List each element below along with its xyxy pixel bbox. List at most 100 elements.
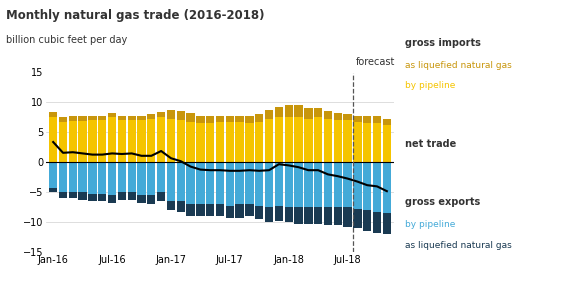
Bar bbox=[353, 162, 361, 209]
Bar bbox=[118, 162, 126, 192]
Bar bbox=[236, 204, 244, 218]
Bar bbox=[206, 124, 214, 162]
Bar bbox=[334, 120, 342, 162]
Bar bbox=[334, 113, 342, 120]
Bar bbox=[177, 111, 185, 120]
Bar bbox=[137, 116, 146, 120]
Bar bbox=[79, 121, 87, 162]
Bar bbox=[245, 116, 254, 124]
Bar bbox=[226, 206, 234, 218]
Bar bbox=[304, 162, 313, 207]
Bar bbox=[363, 124, 371, 162]
Bar bbox=[98, 116, 107, 120]
Bar bbox=[118, 120, 126, 162]
Bar bbox=[108, 162, 116, 195]
Bar bbox=[69, 116, 77, 121]
Bar bbox=[216, 204, 224, 216]
Bar bbox=[147, 114, 156, 119]
Bar bbox=[98, 120, 107, 162]
Bar bbox=[373, 124, 381, 162]
Bar bbox=[274, 206, 283, 220]
Bar bbox=[383, 125, 391, 162]
Bar bbox=[314, 162, 323, 207]
Bar bbox=[118, 192, 126, 200]
Text: by pipeline: by pipeline bbox=[405, 220, 456, 229]
Bar bbox=[167, 162, 175, 201]
Bar bbox=[236, 122, 244, 162]
Bar bbox=[127, 192, 136, 200]
Bar bbox=[373, 211, 381, 233]
Bar bbox=[88, 162, 97, 193]
Bar bbox=[245, 162, 254, 204]
Bar bbox=[118, 116, 126, 120]
Text: gross exports: gross exports bbox=[405, 197, 481, 207]
Bar bbox=[314, 108, 323, 117]
Bar bbox=[343, 120, 352, 162]
Bar bbox=[216, 116, 224, 122]
Bar bbox=[79, 192, 87, 200]
Bar bbox=[324, 119, 332, 162]
Bar bbox=[167, 110, 175, 119]
Bar bbox=[69, 162, 77, 192]
Bar bbox=[147, 195, 156, 204]
Bar bbox=[127, 162, 136, 192]
Text: gross imports: gross imports bbox=[405, 38, 481, 48]
Bar bbox=[304, 207, 313, 224]
Text: forecast: forecast bbox=[356, 57, 395, 67]
Bar bbox=[196, 124, 204, 162]
Bar bbox=[245, 124, 254, 162]
Bar bbox=[88, 120, 97, 162]
Text: by pipeline: by pipeline bbox=[405, 81, 456, 90]
Bar bbox=[284, 207, 293, 222]
Bar bbox=[304, 108, 313, 119]
Bar bbox=[353, 209, 361, 228]
Bar bbox=[59, 122, 67, 162]
Bar bbox=[274, 107, 283, 117]
Bar bbox=[294, 106, 303, 117]
Bar bbox=[196, 162, 204, 204]
Bar bbox=[255, 162, 263, 206]
Bar bbox=[88, 116, 97, 120]
Bar bbox=[226, 122, 234, 162]
Text: billion cubic feet per day: billion cubic feet per day bbox=[6, 35, 127, 45]
Bar bbox=[137, 120, 146, 162]
Bar bbox=[108, 195, 116, 202]
Bar bbox=[216, 162, 224, 204]
Bar bbox=[294, 207, 303, 224]
Bar bbox=[147, 162, 156, 195]
Bar bbox=[265, 207, 273, 222]
Bar bbox=[186, 162, 195, 204]
Bar bbox=[265, 162, 273, 207]
Bar bbox=[186, 122, 195, 162]
Bar bbox=[343, 207, 352, 226]
Bar bbox=[334, 162, 342, 207]
Bar bbox=[88, 193, 97, 201]
Bar bbox=[383, 213, 391, 234]
Text: as liquefied natural gas: as liquefied natural gas bbox=[405, 61, 512, 70]
Bar bbox=[284, 106, 293, 117]
Bar bbox=[363, 210, 371, 231]
Bar bbox=[294, 117, 303, 162]
Bar bbox=[127, 116, 136, 120]
Text: net trade: net trade bbox=[405, 139, 457, 149]
Bar bbox=[226, 162, 234, 206]
Bar bbox=[373, 162, 381, 211]
Bar bbox=[206, 204, 214, 216]
Bar bbox=[343, 115, 352, 120]
Bar bbox=[108, 117, 116, 162]
Bar bbox=[98, 193, 107, 201]
Bar bbox=[49, 117, 57, 162]
Text: Monthly natural gas trade (2016-2018): Monthly natural gas trade (2016-2018) bbox=[6, 9, 264, 22]
Bar bbox=[274, 162, 283, 206]
Bar bbox=[284, 117, 293, 162]
Bar bbox=[363, 162, 371, 210]
Bar bbox=[324, 111, 332, 119]
Bar bbox=[343, 162, 352, 207]
Bar bbox=[294, 162, 303, 207]
Bar bbox=[98, 162, 107, 193]
Bar bbox=[59, 162, 67, 192]
Bar bbox=[236, 116, 244, 122]
Bar bbox=[79, 162, 87, 192]
Bar bbox=[196, 204, 204, 216]
Bar bbox=[157, 112, 166, 117]
